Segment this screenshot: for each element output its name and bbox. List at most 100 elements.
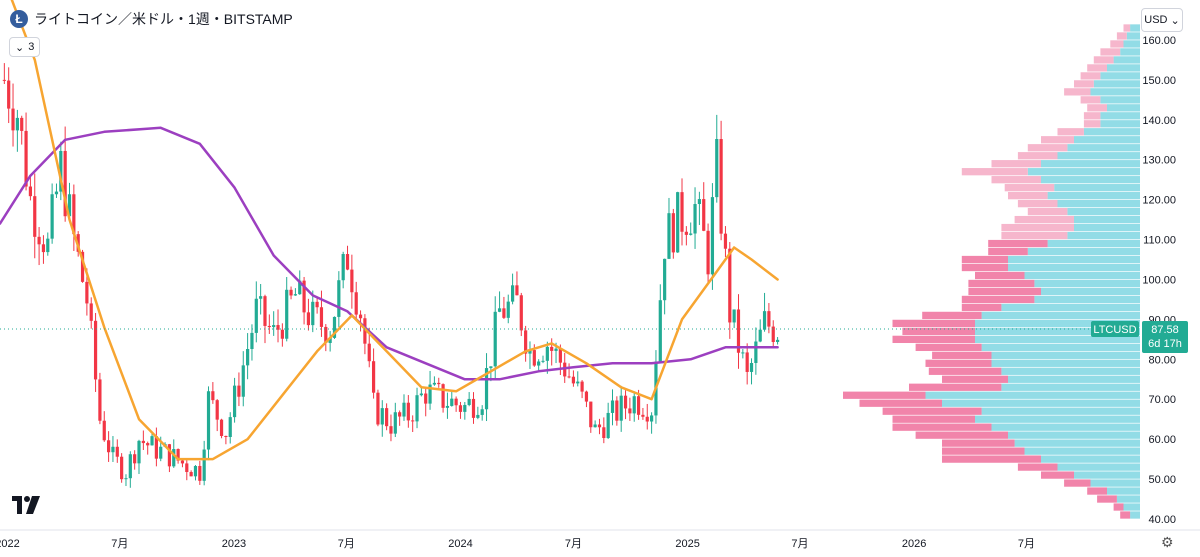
candle-body	[280, 329, 284, 339]
candle-body	[202, 449, 206, 481]
symbol-title: ライトコイン／米ドル・1週・BITSTAMP	[34, 11, 293, 27]
candle-body	[50, 194, 54, 239]
candle-body	[597, 424, 602, 428]
volume-profile-down-bar	[1080, 72, 1101, 80]
candle-body	[211, 391, 215, 401]
candle-body	[115, 446, 119, 457]
candle-body	[428, 384, 432, 404]
candle-body	[367, 343, 371, 362]
candle-body	[176, 449, 180, 461]
volume-profile-up-bar	[991, 351, 1140, 359]
volume-profile-down-bar	[1027, 144, 1068, 152]
volume-profile-down-bar	[1004, 184, 1055, 192]
candle-body	[684, 231, 688, 235]
volume-profile-down-bar	[1027, 207, 1068, 216]
candle-body	[754, 341, 758, 363]
volume-profile-down-bar	[1080, 96, 1101, 104]
volume-profile-down-bar	[902, 327, 975, 336]
volume-profile-down-bar	[1017, 152, 1058, 160]
candle-body	[371, 361, 376, 393]
volume-profile-down-bar	[1008, 192, 1048, 200]
volume-profile-up-bar	[1100, 120, 1140, 128]
candle-body	[441, 384, 445, 408]
candle-body	[610, 400, 615, 413]
x-tick-label: 2024	[448, 538, 472, 550]
candle-body	[337, 280, 341, 317]
volume-profile-down-bar	[961, 263, 1008, 272]
volume-profile-up-bar	[1130, 24, 1140, 32]
candle-body	[445, 405, 450, 408]
volume-profile-down-bar	[1057, 128, 1084, 136]
volume-profile-up-bar	[975, 319, 1140, 328]
candle-body	[189, 472, 193, 477]
volume-profile-up-bar	[1008, 431, 1140, 439]
volume-profile-down-bar	[1064, 88, 1091, 96]
volume-profile-up-bar	[1074, 136, 1140, 144]
volume-profile-down-bar	[991, 160, 1041, 168]
candle-body	[180, 460, 185, 464]
volume-profile-down-bar	[922, 311, 982, 320]
symbol-label-bg	[1091, 321, 1139, 338]
candle-body	[493, 311, 497, 367]
volume-profile-down-bar	[882, 407, 982, 415]
y-tick-label: 140.00	[1142, 115, 1176, 127]
volume-profile-down-bar	[1001, 231, 1068, 240]
tradingview-logo	[12, 496, 42, 520]
candle-body	[584, 391, 589, 402]
volume-profile-up-bar	[1027, 247, 1140, 256]
volume-profile-up-bar	[1001, 383, 1140, 391]
volume-profile-up-bar	[1116, 495, 1140, 503]
candle-body	[146, 443, 150, 446]
candle-body	[467, 398, 471, 405]
candle-body	[24, 130, 28, 187]
volume-profile-down-bar	[1120, 511, 1131, 519]
candle-body	[545, 346, 549, 361]
candle-body	[615, 400, 619, 421]
candle-body	[293, 294, 297, 296]
candle-body	[232, 385, 237, 418]
indicators-toggle[interactable]: ⌄ 3	[9, 37, 41, 57]
candle-body	[46, 238, 50, 253]
candle-body	[267, 325, 271, 328]
candle-body	[541, 360, 545, 362]
candle-body	[341, 254, 345, 281]
candle-body	[20, 117, 24, 131]
candle-body	[519, 295, 523, 331]
candle-body	[72, 194, 76, 235]
candle-body	[33, 196, 37, 237]
candle-body	[667, 213, 671, 259]
candle-body	[206, 391, 211, 450]
gear-icon[interactable]: ⚙	[1161, 534, 1174, 550]
indicator-count: 3	[28, 41, 35, 53]
volume-profile-up-bar	[1100, 72, 1140, 80]
candle-body	[515, 285, 519, 296]
candle-body	[749, 362, 754, 372]
candle-body	[141, 440, 145, 444]
candle-body	[350, 269, 354, 293]
y-tick-label: 70.00	[1148, 394, 1176, 406]
symbol-header[interactable]: Ł ライトコイン／米ドル・1週・BITSTAMP	[10, 9, 293, 29]
candle-body	[632, 396, 636, 414]
volume-profile-down-bar	[1087, 104, 1107, 112]
volume-profile-down-bar	[859, 399, 942, 407]
volume-profile-down-bar	[942, 455, 1041, 463]
candle-body	[15, 117, 19, 131]
candle-body	[458, 405, 463, 412]
candle-body	[219, 419, 224, 436]
volume-profile-up-bar	[1083, 128, 1140, 136]
volume-profile-up-bar	[1057, 199, 1140, 208]
candle-body	[120, 456, 124, 480]
volume-profile-down-bar	[988, 247, 1028, 256]
currency-selector[interactable]: USD ⌄	[1141, 8, 1183, 32]
volume-profile-up-bar	[1067, 231, 1140, 240]
candle-body	[571, 376, 576, 384]
volume-profile-down-bar	[892, 415, 975, 423]
candle-body	[150, 436, 154, 446]
price-axis	[1140, 0, 1200, 557]
candle-body	[111, 446, 115, 453]
volume-profile-down-bar	[961, 303, 1002, 312]
litecoin-icon: Ł	[10, 10, 28, 28]
candle-body	[298, 280, 302, 295]
volume-profile-down-bar	[915, 431, 1008, 439]
